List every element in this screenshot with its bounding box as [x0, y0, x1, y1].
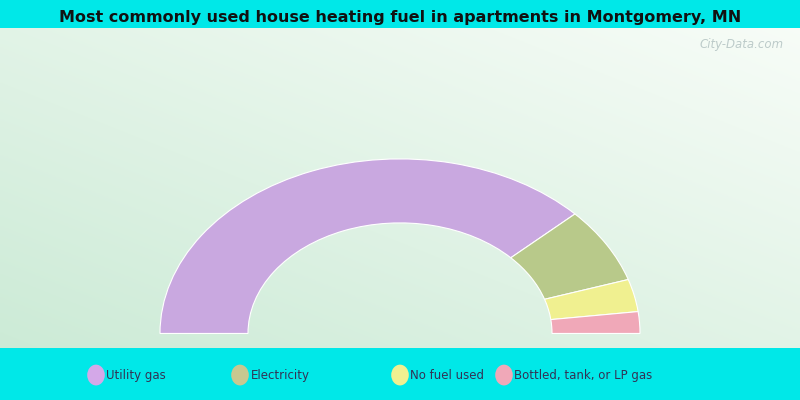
Text: City-Data.com: City-Data.com — [700, 38, 784, 51]
Text: Bottled, tank, or LP gas: Bottled, tank, or LP gas — [514, 368, 653, 382]
Wedge shape — [551, 312, 640, 334]
Text: Utility gas: Utility gas — [106, 368, 166, 382]
Wedge shape — [545, 280, 638, 320]
Wedge shape — [160, 159, 575, 334]
Text: Most commonly used house heating fuel in apartments in Montgomery, MN: Most commonly used house heating fuel in… — [59, 10, 741, 25]
Text: No fuel used: No fuel used — [410, 368, 485, 382]
Ellipse shape — [391, 365, 409, 386]
Text: Electricity: Electricity — [250, 368, 310, 382]
Wedge shape — [511, 214, 628, 299]
Ellipse shape — [231, 365, 249, 386]
Ellipse shape — [495, 365, 513, 386]
Ellipse shape — [87, 365, 105, 386]
